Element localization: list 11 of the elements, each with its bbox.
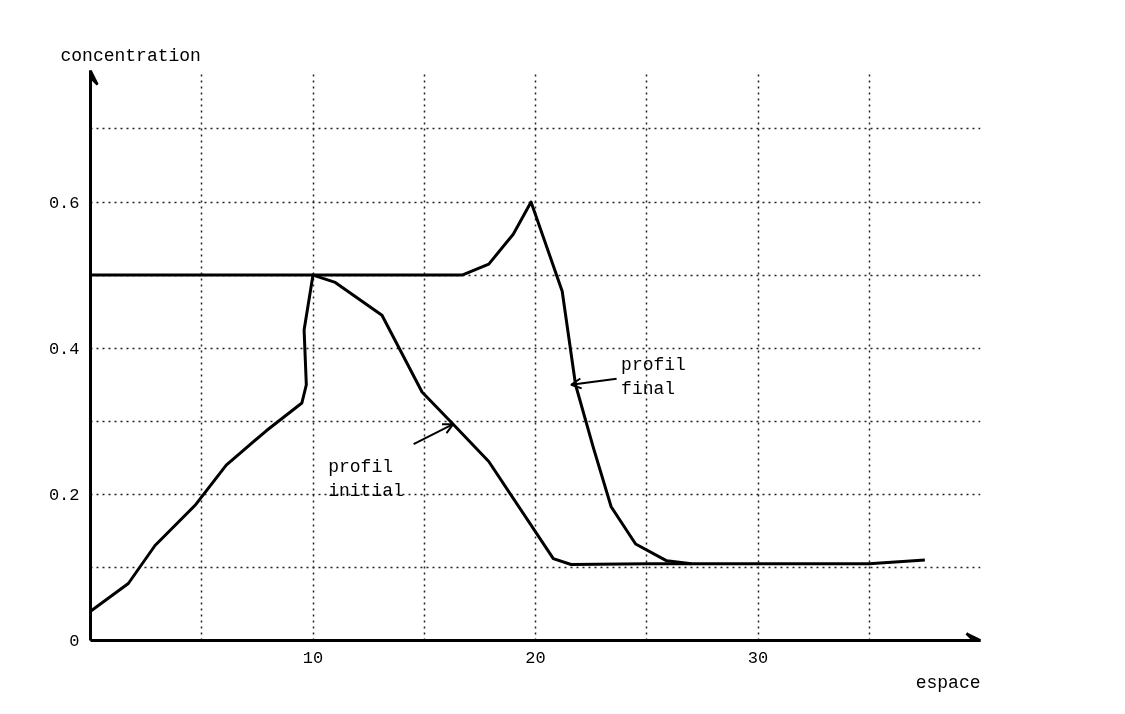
y-tick-label: 0.2 — [48, 485, 80, 505]
x-tick-label: 20 — [525, 648, 546, 668]
x-tick-label: 10 — [302, 648, 324, 668]
x-axis-title: espace — [915, 672, 981, 693]
y-tick-label: 0.6 — [48, 193, 80, 213]
x-tick-label: 30 — [747, 648, 769, 668]
annotation: profil final — [621, 354, 686, 399]
annotation: profil initial — [328, 457, 404, 502]
y-axis-title: concentration — [60, 45, 201, 66]
y-tick-label: 0.4 — [48, 339, 80, 359]
y-tick-label: 0 — [69, 632, 80, 651]
